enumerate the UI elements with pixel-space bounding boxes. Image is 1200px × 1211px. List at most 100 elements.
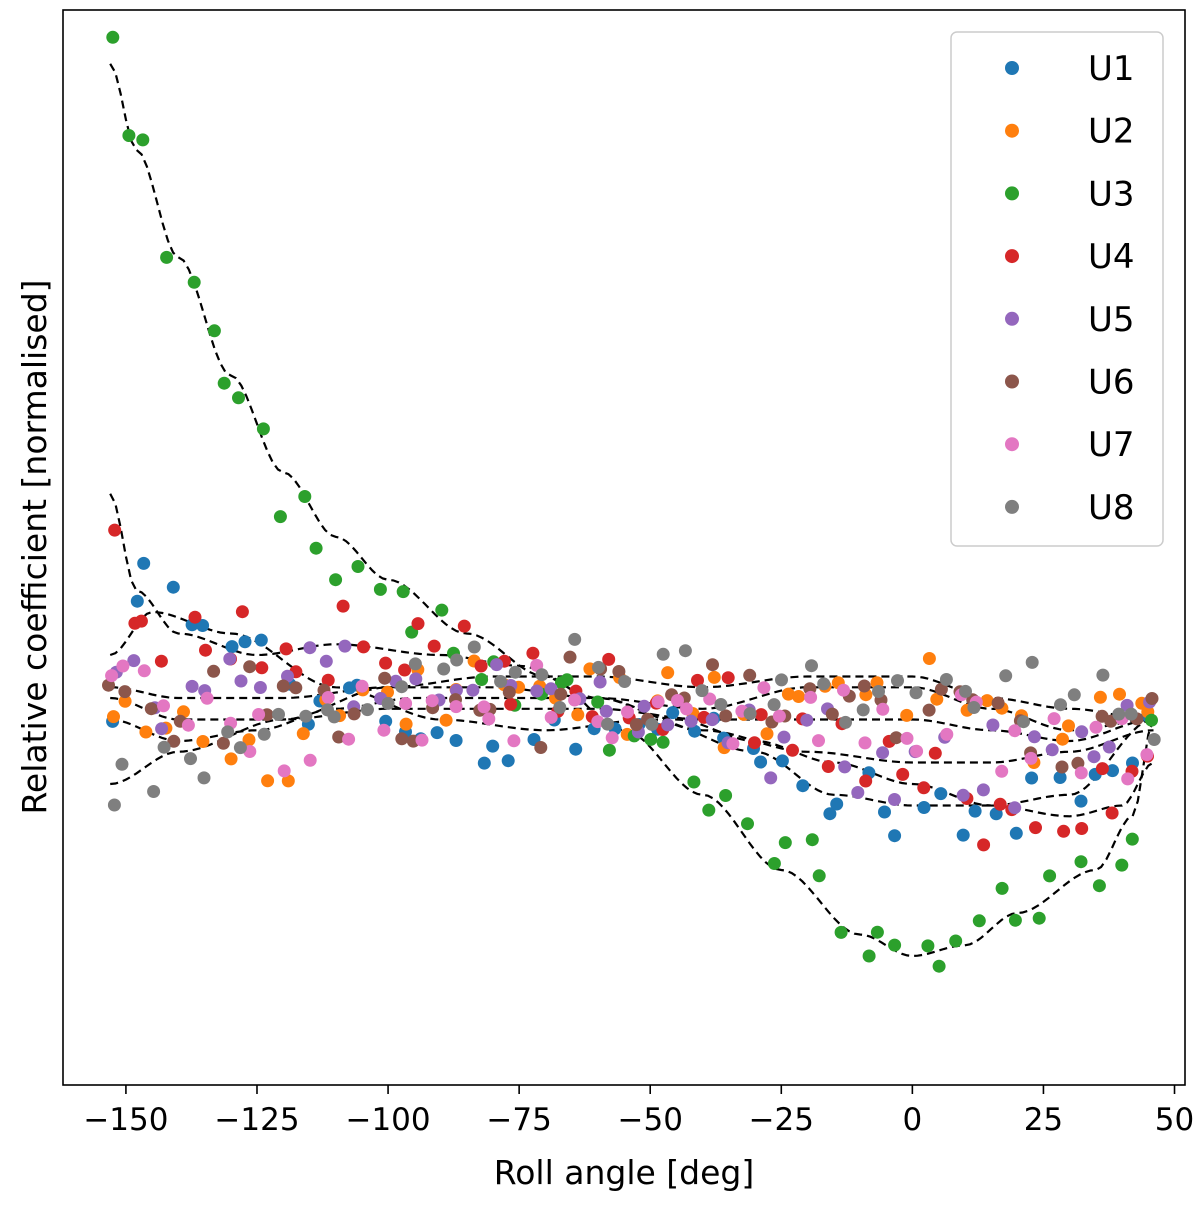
x-tick-label: −75 [486, 1102, 551, 1138]
data-point [1074, 794, 1088, 808]
data-point [535, 668, 549, 682]
data-point [216, 736, 230, 750]
data-point [688, 724, 702, 738]
data-point [474, 659, 488, 673]
data-point [437, 662, 451, 676]
data-point [800, 713, 814, 727]
data-point [1029, 821, 1042, 835]
data-point [107, 798, 121, 812]
data-point [396, 585, 410, 599]
data-point [707, 670, 721, 684]
data-point [876, 746, 890, 760]
data-point [332, 730, 346, 744]
data-point [743, 707, 757, 721]
data-point [1095, 762, 1109, 776]
data-point [851, 786, 865, 799]
data-point [490, 658, 504, 672]
data-point [234, 674, 248, 688]
x-tick-label: −100 [345, 1102, 430, 1138]
data-point [817, 677, 831, 691]
data-point [272, 707, 285, 721]
data-point [279, 642, 293, 656]
data-point [224, 752, 238, 766]
data-point [399, 717, 413, 731]
legend-marker [1005, 499, 1019, 514]
data-point [299, 709, 313, 723]
data-point [319, 654, 333, 668]
data-point [553, 701, 567, 714]
data-point [298, 490, 312, 503]
data-point [1145, 692, 1159, 705]
data-point [1047, 712, 1061, 726]
legend-marker [1005, 249, 1019, 264]
data-point [289, 681, 303, 695]
data-point [1145, 713, 1158, 727]
data-point [876, 702, 890, 716]
data-point [408, 657, 422, 671]
data-point [568, 693, 582, 707]
data-point [475, 673, 489, 686]
data-point [805, 659, 818, 673]
data-point [599, 704, 613, 718]
data-point [858, 736, 872, 750]
data-point [837, 683, 850, 697]
fit-curve-6 [110, 686, 1154, 764]
data-point [896, 767, 910, 781]
data-point [702, 803, 716, 817]
data-point [1032, 911, 1046, 925]
data-point [196, 619, 210, 632]
data-point [804, 690, 818, 704]
data-point [748, 736, 761, 750]
data-point [796, 779, 810, 793]
data-point [373, 582, 387, 596]
data-point [554, 687, 568, 701]
data-point [900, 708, 914, 722]
data-point [223, 652, 237, 666]
series-u7 [105, 658, 1154, 786]
data-point [999, 669, 1013, 683]
data-point [477, 756, 491, 770]
data-point [593, 675, 607, 689]
data-point [181, 718, 195, 732]
data-point [651, 695, 665, 709]
data-point [922, 703, 936, 717]
data-point [684, 714, 698, 728]
data-point [303, 641, 317, 655]
data-point [534, 741, 548, 754]
data-point [166, 580, 180, 594]
data-point [1089, 720, 1103, 734]
data-point [254, 633, 268, 647]
data-point [760, 727, 774, 741]
data-point [1125, 832, 1139, 846]
data-point [155, 722, 169, 736]
data-point [377, 723, 391, 737]
data-point [1057, 824, 1071, 838]
legend-marker [1005, 123, 1019, 138]
data-point [501, 754, 515, 768]
data-point [934, 682, 948, 696]
data-point [411, 617, 425, 631]
data-point [296, 727, 310, 741]
data-point [357, 640, 370, 654]
data-point [197, 771, 211, 785]
data-point [477, 700, 491, 714]
data-point [1124, 707, 1138, 721]
legend-marker [1005, 61, 1019, 75]
data-point [360, 703, 374, 717]
data-point [786, 743, 799, 757]
data-point [777, 730, 791, 744]
data-point [381, 696, 395, 710]
data-point [986, 718, 1000, 732]
data-point [449, 734, 463, 747]
data-point [137, 664, 151, 678]
data-point [889, 731, 903, 745]
data-point [1074, 766, 1088, 780]
data-point [157, 740, 171, 754]
data-point [281, 774, 295, 788]
x-tick-label: −125 [214, 1102, 299, 1138]
data-point [116, 659, 130, 673]
data-point [878, 805, 891, 819]
data-point [1062, 719, 1075, 733]
data-point [1087, 750, 1101, 764]
data-point [199, 643, 212, 657]
